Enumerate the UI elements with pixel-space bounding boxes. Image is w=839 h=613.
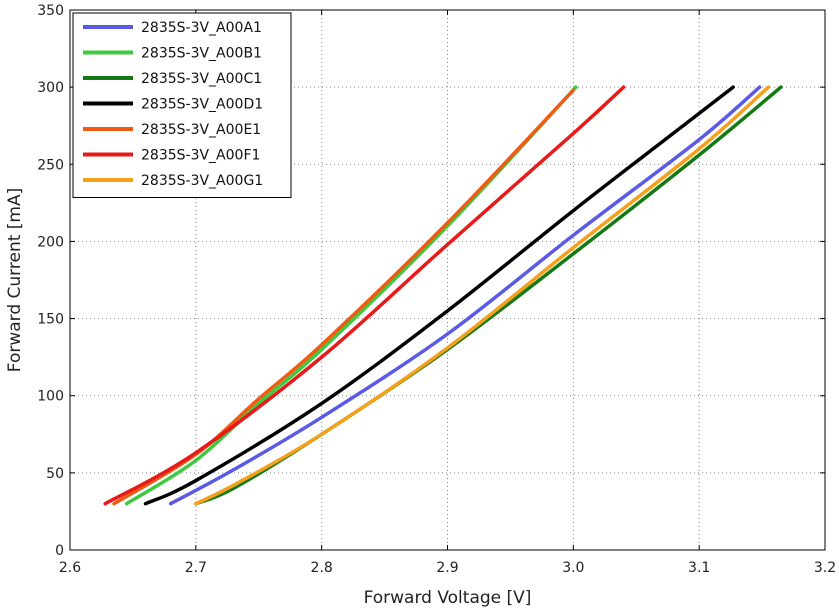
x-tick-label: 2.9 bbox=[436, 560, 458, 576]
x-tick-label: 2.6 bbox=[59, 560, 81, 576]
series-line-1 bbox=[168, 85, 762, 506]
series-line-4 bbox=[143, 85, 735, 506]
y-axis-label: Forward Current [mA] bbox=[5, 188, 25, 372]
y-axis: 0 50 100 150 200 250 300 350 bbox=[37, 3, 825, 559]
legend-entry: 2835S-3V_A00A1 bbox=[141, 20, 262, 36]
x-axis-label: Forward Voltage [V] bbox=[364, 588, 532, 608]
x-tick-label: 2.8 bbox=[311, 560, 333, 576]
x-axis: 2.6 2.7 2.8 2.9 3.0 3.1 3.2 bbox=[59, 10, 836, 576]
series-line-6 bbox=[103, 85, 626, 506]
x-tick-label: 3.0 bbox=[562, 560, 584, 576]
y-tick-label: 150 bbox=[37, 312, 64, 328]
legend-entry: 2835S-3V_A00F1 bbox=[141, 148, 260, 164]
x-tick-label: 3.2 bbox=[814, 560, 836, 576]
legend-entry: 2835S-3V_A00D1 bbox=[141, 97, 263, 113]
y-tick-label: 200 bbox=[37, 234, 64, 250]
legend-entry: 2835S-3V_A00G1 bbox=[141, 173, 263, 189]
legend: 2835S-3V_A00A1 2835S-3V_A00B1 2835S-3V_A00… bbox=[72, 12, 292, 198]
y-tick-label: 250 bbox=[37, 157, 64, 173]
series-layer bbox=[103, 85, 783, 506]
y-tick-label: 0 bbox=[55, 543, 64, 559]
y-tick-label: 350 bbox=[37, 3, 64, 19]
y-tick-label: 300 bbox=[37, 80, 64, 96]
x-tick-label: 3.1 bbox=[688, 560, 710, 576]
legend-entry: 2835S-3V_A00C1 bbox=[141, 71, 262, 87]
legend-entry: 2835S-3V_A00B1 bbox=[141, 46, 262, 62]
x-tick-label: 2.7 bbox=[185, 560, 207, 576]
series-line-7 bbox=[194, 85, 771, 506]
legend-entry: 2835S-3V_A00E1 bbox=[141, 122, 261, 138]
y-tick-label: 50 bbox=[46, 466, 64, 482]
y-tick-label: 100 bbox=[37, 389, 64, 405]
